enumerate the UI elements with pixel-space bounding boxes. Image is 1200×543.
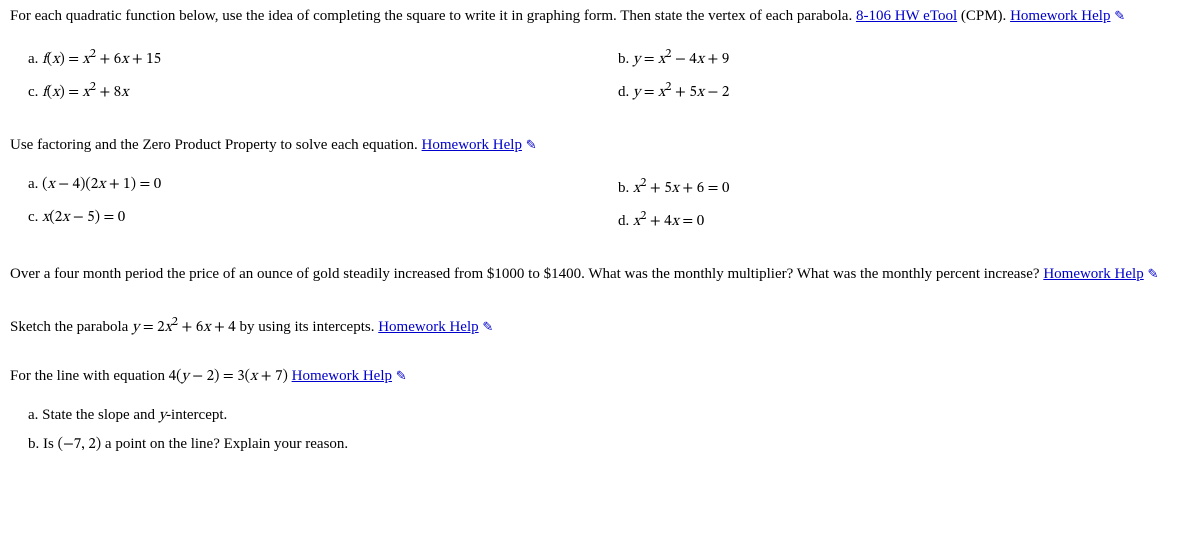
- p5-a-label: a.: [28, 407, 42, 423]
- hw-help-text: Homework Help: [1010, 8, 1110, 24]
- p2-d-label: d.: [618, 213, 633, 229]
- p2-b-label: b.: [618, 180, 633, 196]
- p2-prompt-text: Use factoring and the Zero Product Prope…: [10, 137, 422, 153]
- p5-a-y: y: [159, 408, 166, 423]
- p5-a-pre: State the slope and: [42, 407, 159, 423]
- problem-5-prompt: For the line with equation 4(y − 2) = 3(…: [10, 366, 1190, 387]
- homework-help-link[interactable]: Homework Help: [292, 368, 392, 384]
- p1-a: a. f(x) = x2 + 6x + 15: [10, 41, 600, 74]
- p1-c-math: f(x) = x2 + 8x: [42, 85, 128, 100]
- p5-a-post: -intercept.: [166, 407, 227, 423]
- problem-4: Sketch the parabola y = 2x2 + 6x + 4 by …: [10, 313, 1190, 338]
- p1-d-math: y = x2 + 5x − 2: [633, 85, 729, 100]
- p2-b-math: x2 + 5x + 6 = 0: [633, 181, 729, 196]
- p5-b-pre: Is: [43, 436, 58, 452]
- p1-d: d. y = x2 + 5x − 2: [600, 74, 1190, 107]
- homework-help-link[interactable]: Homework Help: [1010, 8, 1110, 24]
- pencil-icon: ✎: [1114, 8, 1125, 23]
- problem-5: For the line with equation 4(y − 2) = 3(…: [10, 366, 1190, 459]
- homework-help-link[interactable]: Homework Help: [1043, 266, 1143, 282]
- problem-4-prompt: Sketch the parabola y = 2x2 + 6x + 4 by …: [10, 313, 1190, 338]
- problem-3: Over a four month period the price of an…: [10, 264, 1190, 285]
- p4-math: y = 2x2 + 6x + 4: [132, 320, 236, 335]
- pencil-icon: ✎: [482, 319, 493, 334]
- p5-b-post: a point on the line? Explain your reason…: [101, 436, 348, 452]
- problem-1: For each quadratic function below, use t…: [10, 6, 1190, 107]
- p3-prompt-text: Over a four month period the price of an…: [10, 266, 1043, 282]
- p4-prompt-post: by using its intercepts.: [239, 319, 378, 335]
- homework-help-link[interactable]: Homework Help: [422, 137, 522, 153]
- p1-a-label: a.: [28, 51, 42, 67]
- p1-c-label: c.: [28, 84, 42, 100]
- hw-help-text: Homework Help: [422, 137, 522, 153]
- p1-a-math: f(x) = x2 + 6x + 15: [42, 52, 161, 67]
- p5-a: a. State the slope and y-intercept.: [10, 401, 1190, 430]
- p5-b: b. Is (−7, 2) a point on the line? Expla…: [10, 430, 1190, 459]
- problem-3-prompt: Over a four month period the price of an…: [10, 264, 1190, 285]
- p1-b-label: b.: [618, 51, 633, 67]
- etool-link-text: 8-106 HW eTool: [856, 8, 957, 24]
- p1-subparts: a. f(x) = x2 + 6x + 15 b. y = x2 − 4x + …: [10, 41, 1190, 107]
- hw-help-text: Homework Help: [292, 368, 392, 384]
- p1-b: b. y = x2 − 4x + 9: [600, 41, 1190, 74]
- problem-2-prompt: Use factoring and the Zero Product Prope…: [10, 135, 1190, 156]
- etool-link[interactable]: 8-106 HW eTool: [856, 8, 957, 24]
- p1-b-math: y = x2 − 4x + 9: [633, 52, 729, 67]
- p2-d: d. x2 + 4x = 0: [600, 203, 1190, 236]
- hw-help-text: Homework Help: [1043, 266, 1143, 282]
- p1-d-label: d.: [618, 84, 633, 100]
- homework-help-link[interactable]: Homework Help: [378, 319, 478, 335]
- p1-prompt-text: For each quadratic function below, use t…: [10, 8, 856, 24]
- p2-c-math: x(2x − 5) = 0: [42, 210, 125, 225]
- p5-b-label: b.: [28, 436, 43, 452]
- p1-cpm: (CPM).: [961, 8, 1010, 24]
- p2-subparts: a. (x − 4)(2x + 1) = 0 b. x2 + 5x + 6 = …: [10, 170, 1190, 236]
- p5-prompt-pre: For the line with equation: [10, 368, 169, 384]
- p5-math: 4(y − 2) = 3(x + 7): [169, 369, 288, 384]
- problem-1-prompt: For each quadratic function below, use t…: [10, 6, 1190, 27]
- p2-c: c. x(2x − 5) = 0: [10, 203, 600, 236]
- p2-c-label: c.: [28, 209, 42, 225]
- p5-subparts: a. State the slope and y-intercept. b. I…: [10, 401, 1190, 459]
- p1-c: c. f(x) = x2 + 8x: [10, 74, 600, 107]
- p2-a-label: a.: [28, 176, 42, 192]
- pencil-icon: ✎: [526, 137, 537, 152]
- pencil-icon: ✎: [1147, 266, 1158, 281]
- pencil-icon: ✎: [396, 368, 407, 383]
- p2-a-math: (x − 4)(2x + 1) = 0: [42, 177, 161, 192]
- p2-a: a. (x − 4)(2x + 1) = 0: [10, 170, 600, 203]
- p5-b-point: (−7, 2): [58, 437, 102, 452]
- p4-prompt-pre: Sketch the parabola: [10, 319, 132, 335]
- hw-help-text: Homework Help: [378, 319, 478, 335]
- problem-2: Use factoring and the Zero Product Prope…: [10, 135, 1190, 236]
- p2-d-math: x2 + 4x = 0: [633, 214, 704, 229]
- p2-b: b. x2 + 5x + 6 = 0: [600, 170, 1190, 203]
